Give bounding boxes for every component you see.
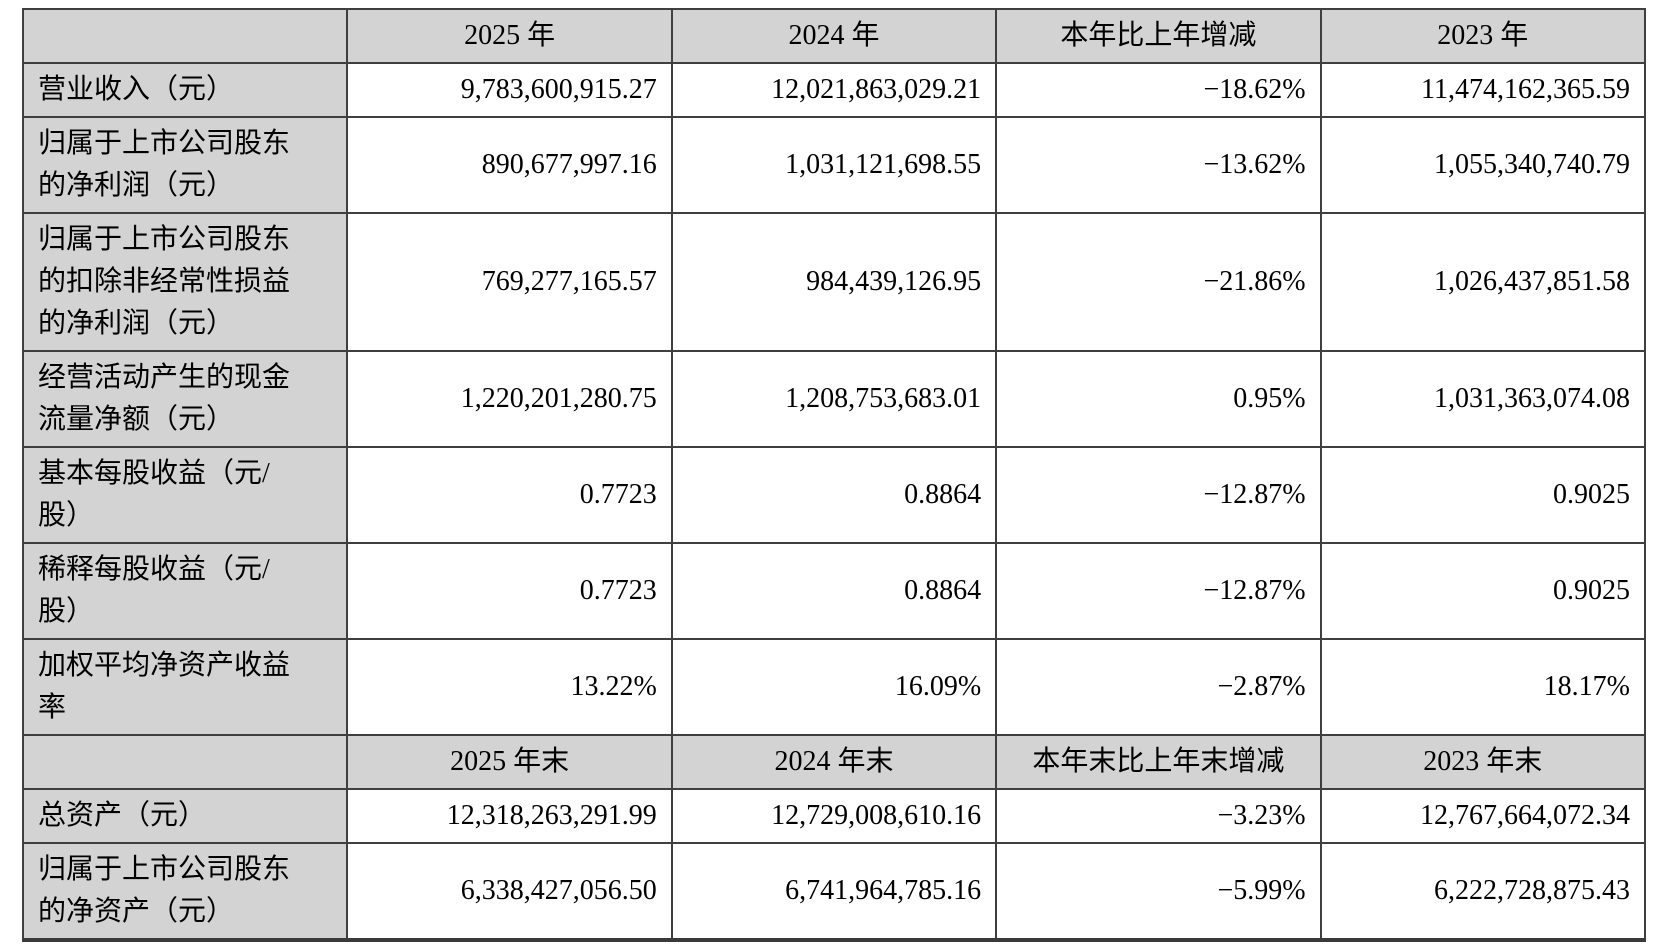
- value-2025: 769,277,165.57: [346, 212, 673, 352]
- value-2025: 0.7723: [346, 446, 673, 544]
- value-change: −13.62%: [995, 116, 1322, 214]
- value-2024: 1,208,753,683.01: [670, 350, 998, 448]
- value-2023: 18.17%: [1319, 638, 1647, 736]
- value-2024: 12,729,008,610.16: [670, 788, 998, 844]
- header-cell-2023: 2023 年: [1319, 8, 1647, 64]
- value-2024: 0.8864: [670, 542, 998, 640]
- header-row-annual: 2025 年 2024 年 本年比上年增减 2023 年: [21, 8, 1647, 64]
- value-2023: 0.9025: [1319, 446, 1647, 544]
- value-2023: 12,767,664,072.34: [1319, 788, 1647, 844]
- table-row-operating-revenue: 营业收入（元） 9,783,600,915.27 12,021,863,029.…: [21, 62, 1647, 118]
- value-change: 0.95%: [995, 350, 1322, 448]
- value-2025: 12,318,263,291.99: [346, 788, 673, 844]
- value-2024: 16.09%: [670, 638, 998, 736]
- table-row-net-assets: 归属于上市公司股东 的净资产（元） 6,338,427,056.50 6,741…: [21, 842, 1647, 941]
- header-cell-2025-end: 2025 年末: [346, 734, 673, 790]
- table-row-total-assets: 总资产（元） 12,318,263,291.99 12,729,008,610.…: [21, 788, 1647, 844]
- value-2024: 0.8864: [670, 446, 998, 544]
- header-cell-2024-end: 2024 年末: [670, 734, 998, 790]
- row-label: 归属于上市公司股东 的净资产（元）: [21, 842, 349, 941]
- table-row-net-profit-excl-nonrecurring: 归属于上市公司股东 的扣除非经常性损益 的净利润（元） 769,277,165.…: [21, 212, 1647, 352]
- table-row-weighted-avg-roe: 加权平均净资产收益 率 13.22% 16.09% −2.87% 18.17%: [21, 638, 1647, 736]
- header-cell-end-change: 本年末比上年末增减: [995, 734, 1322, 790]
- row-label: 加权平均净资产收益 率: [21, 638, 349, 736]
- row-label: 基本每股收益（元/ 股）: [21, 446, 349, 544]
- value-change: −2.87%: [995, 638, 1322, 736]
- header-row-period-end: 2025 年末 2024 年末 本年末比上年末增减 2023 年末: [21, 734, 1647, 790]
- value-change: −12.87%: [995, 446, 1322, 544]
- header-cell-2023-end: 2023 年末: [1319, 734, 1647, 790]
- table-row-operating-cash-flow: 经营活动产生的现金 流量净额（元） 1,220,201,280.75 1,208…: [21, 350, 1647, 448]
- row-label: 营业收入（元）: [21, 62, 349, 118]
- value-2023: 1,055,340,740.79: [1319, 116, 1647, 214]
- value-2025: 0.7723: [346, 542, 673, 640]
- value-2025: 890,677,997.16: [346, 116, 673, 214]
- value-2025: 9,783,600,915.27: [346, 62, 673, 118]
- value-2023: 0.9025: [1319, 542, 1647, 640]
- value-2025: 13.22%: [346, 638, 673, 736]
- value-2025: 1,220,201,280.75: [346, 350, 673, 448]
- value-change: −21.86%: [995, 212, 1322, 352]
- value-2025: 6,338,427,056.50: [346, 842, 673, 941]
- row-label: 总资产（元）: [21, 788, 349, 844]
- header-cell-blank: [21, 8, 349, 64]
- value-change: −5.99%: [995, 842, 1322, 941]
- value-change: −3.23%: [995, 788, 1322, 844]
- table-row-diluted-eps: 稀释每股收益（元/ 股） 0.7723 0.8864 −12.87% 0.902…: [21, 542, 1647, 640]
- row-label: 归属于上市公司股东 的净利润（元）: [21, 116, 349, 214]
- value-2024: 984,439,126.95: [670, 212, 998, 352]
- header-cell-2025: 2025 年: [346, 8, 673, 64]
- value-2023: 1,031,363,074.08: [1319, 350, 1647, 448]
- value-2024: 6,741,964,785.16: [670, 842, 998, 941]
- header-cell-yoy-change: 本年比上年增减: [995, 8, 1322, 64]
- value-2023: 6,222,728,875.43: [1319, 842, 1647, 941]
- row-label: 归属于上市公司股东 的扣除非经常性损益 的净利润（元）: [21, 212, 349, 352]
- table-row-basic-eps: 基本每股收益（元/ 股） 0.7723 0.8864 −12.87% 0.902…: [21, 446, 1647, 544]
- table-row-net-profit: 归属于上市公司股东 的净利润（元） 890,677,997.16 1,031,1…: [21, 116, 1647, 214]
- value-change: −12.87%: [995, 542, 1322, 640]
- value-2024: 12,021,863,029.21: [670, 62, 998, 118]
- value-2023: 1,026,437,851.58: [1319, 212, 1647, 352]
- header-cell-2024: 2024 年: [670, 8, 998, 64]
- value-change: −18.62%: [995, 62, 1322, 118]
- row-label: 经营活动产生的现金 流量净额（元）: [21, 350, 349, 448]
- value-2023: 11,474,162,365.59: [1319, 62, 1647, 118]
- row-label: 稀释每股收益（元/ 股）: [21, 542, 349, 640]
- header-cell-blank: [21, 734, 349, 790]
- financial-summary-table: 2025 年 2024 年 本年比上年增减 2023 年 营业收入（元） 9,7…: [21, 8, 1647, 942]
- value-2024: 1,031,121,698.55: [670, 116, 998, 214]
